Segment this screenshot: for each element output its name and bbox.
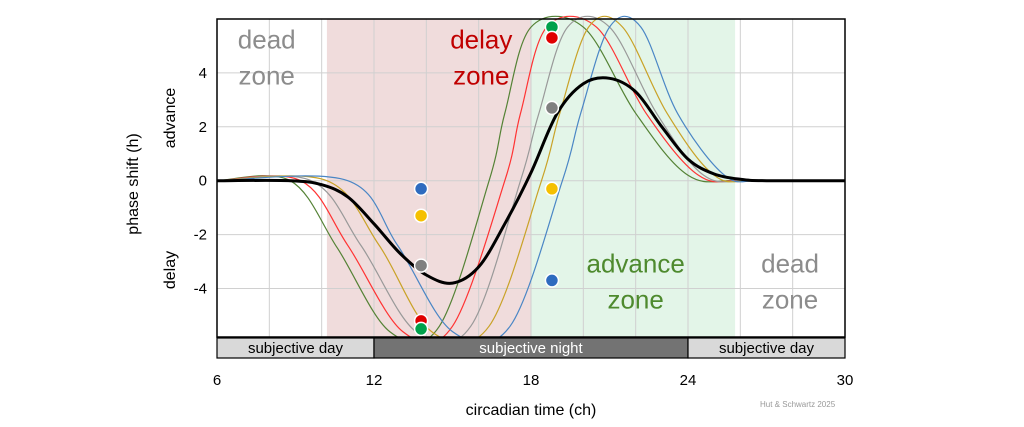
band-label-0: subjective day [248,340,344,357]
series-line-1 [216,15,846,344]
y-tick-label: 0 [199,173,207,190]
band-label-2: subjective day [719,340,815,357]
x-axis-label: circadian time (ch) [466,402,597,419]
mean-curve [216,76,846,285]
data-point [413,258,429,273]
y-tick-label: -4 [194,280,207,297]
credit-text: Hut & Schwartz 2025 [760,400,836,409]
y-tick-label: -2 [194,227,207,244]
zone-label-dead-line2: zone [762,284,818,314]
data-point [544,181,560,197]
data-point [544,30,560,46]
zone-label-dead: dead [238,25,296,55]
plot-frame [216,18,846,338]
zone-label-advance-line2: zone [607,284,663,314]
zone-label-advance: advance [587,248,685,278]
series-line-2 [216,15,846,344]
y-axis-label-advance: advance [162,88,179,149]
curves [216,15,846,344]
y-axis-label-delay: delay [162,251,179,289]
shaded-zones [326,19,736,337]
band-label-1: subjective night [479,340,583,357]
x-tick-label: 30 [837,372,854,389]
x-tick-label: 12 [366,372,383,389]
data-point [544,100,560,116]
y-axis-label: phase shift (h) [125,133,142,234]
series-line-4 [216,15,846,344]
data-point [544,273,560,288]
band-2 [687,337,846,359]
subjective-bands: subjective day subjective night subjective… [216,337,846,359]
x-tick-label: 24 [680,372,697,389]
data-point [413,321,429,337]
y-tick-label: 4 [199,65,207,82]
x-tick-label: 18 [523,372,540,389]
plot-border [216,18,846,338]
zone-label-dead: dead [761,248,819,278]
y-tick-label: 2 [199,119,207,136]
x-tick-label: 6 [213,372,221,389]
markers [413,19,560,337]
data-point [413,208,429,223]
series-line-0 [216,15,846,344]
zone-label-delay-line2: zone [453,61,509,91]
zone-label-delay: delay [450,25,512,55]
zone-labels: dead zone delay zone advance zone dead zone [238,25,819,315]
zone-label-dead-line2: zone [239,61,295,91]
tick-labels: 6 12 18 24 30 4 2 0 -2 -4 [194,65,854,389]
data-point [413,181,429,197]
delay-zone-shade [326,19,531,337]
advance-zone-shade [531,19,736,337]
